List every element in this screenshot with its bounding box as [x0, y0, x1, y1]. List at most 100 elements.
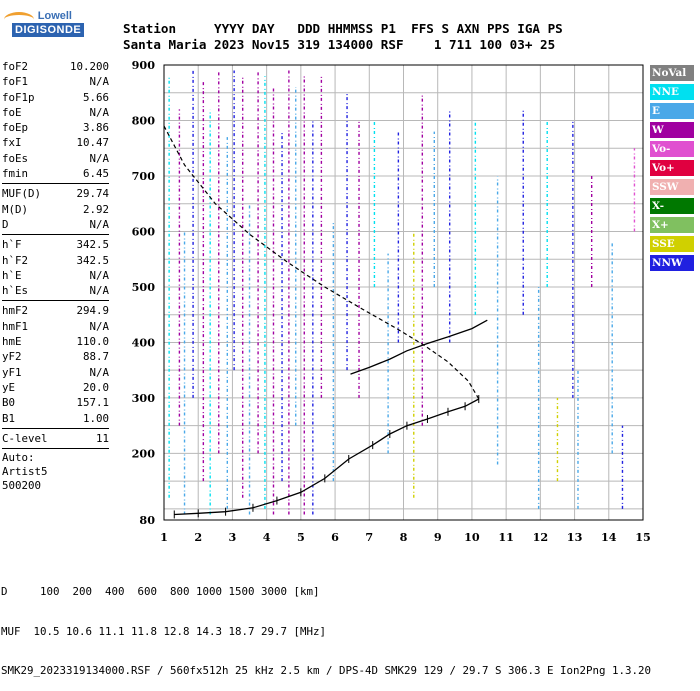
param-key: yF2: [2, 350, 22, 364]
param-row-hf2: h`F2 342.5: [2, 253, 109, 268]
footer-file-info: SMK29_2023319134000.RSF / 560fx512h 25 k…: [1, 664, 652, 677]
axis-ticks: 1 2 3 4 5 6 7 8 9 10 11 12 13 14 158020030040050060070…: [132, 58, 651, 544]
param-value: N/A: [89, 319, 109, 333]
param-key: h`F2: [2, 253, 29, 267]
legend-item-w: W: [650, 122, 694, 138]
param-row-yf1: yF1 N/A: [2, 365, 109, 380]
param-row-mufd: MUF(D) 29.74: [2, 186, 109, 201]
y-tick-label: 80: [139, 513, 155, 527]
legend-item-nnw: NNW: [650, 255, 694, 271]
param-row-foe: foE N/A: [2, 105, 109, 120]
param-key: fxI: [2, 136, 22, 150]
param-value: N/A: [89, 217, 109, 231]
x-tick-label: 12: [533, 530, 549, 544]
legend-item-ssw: SSW: [650, 179, 694, 195]
footer-muf-row: MUF 10.5 10.6 11.1 11.8 12.8 14.3 18.7 2…: [1, 624, 327, 638]
param-key: hmF2: [2, 304, 29, 318]
param-key: foF1p: [2, 90, 35, 104]
param-key: fmin: [2, 167, 29, 181]
param-row-hmf2: hmF2 294.9: [2, 303, 109, 318]
y-tick-label: 600: [132, 224, 156, 238]
param-key: D: [2, 217, 9, 231]
y-tick-label: 800: [132, 113, 156, 127]
header-values: Santa Maria 2023 Nov15 319 134000 RSF 1 …: [123, 37, 556, 52]
param-value: 88.7: [82, 350, 109, 364]
x-tick-label: 1: [160, 530, 168, 544]
param-value: N/A: [89, 151, 109, 165]
param-key: foEs: [2, 151, 29, 165]
separator: [2, 427, 109, 429]
separator: [2, 183, 109, 185]
param-value: 5.66: [82, 90, 109, 104]
x-tick-label: 10: [464, 530, 480, 544]
param-key: foE: [2, 105, 22, 119]
echo-noise-lines: [168, 70, 636, 515]
logo-line-1: Lowell: [37, 10, 72, 22]
trace-2: [163, 125, 480, 400]
legend-item-nne: NNE: [650, 84, 694, 100]
param-value: 1.00: [82, 411, 109, 425]
footer-distance-row: D 100 200 400 600 800 1000 1500 3000 [km…: [1, 585, 320, 598]
separator: [2, 300, 109, 302]
logo-swoosh-icon: [4, 12, 34, 27]
x-tick-label: 6: [331, 530, 339, 544]
x-tick-label: 2: [194, 530, 202, 544]
logo-line-2: DIGISONDE: [12, 23, 85, 37]
param-key: M(D): [2, 202, 29, 216]
y-tick-label: 500: [132, 280, 156, 294]
param-key: C-level: [2, 431, 48, 445]
y-tick-label: 300: [132, 391, 156, 405]
autoscale-version: 500200: [2, 479, 42, 493]
x-tick-label: 3: [229, 530, 237, 544]
parameter-group-virtual-heights: h`F 342.5 h`F2 342.5 h`E N/A h`Es N/A: [2, 237, 109, 298]
param-value: 3.86: [82, 121, 109, 135]
param-value: 342.5: [76, 253, 109, 267]
y-tick-label: 200: [132, 446, 156, 460]
param-row-fxi: fxI 10.47: [2, 135, 109, 150]
y-tick-label: 400: [132, 335, 156, 349]
param-value: 157.1: [76, 396, 109, 410]
param-key: B0: [2, 396, 16, 410]
param-row-md: M(D) 2.92: [2, 202, 109, 217]
clevel-row: C-level 11: [2, 431, 109, 446]
param-value: 29.74: [76, 187, 109, 201]
param-value: N/A: [89, 268, 109, 282]
x-tick-label: 5: [297, 530, 305, 544]
param-row-foep: foEp 3.86: [2, 120, 109, 135]
param-value: 110.0: [76, 335, 109, 349]
parameter-group-critical-frequencies: foF2 10.200 foF1 N/A foF1p 5.66 foE N/A foEp 3.86…: [2, 59, 109, 181]
param-key: h`F: [2, 238, 22, 252]
param-row-fof2: foF2 10.200: [2, 59, 109, 74]
parameter-group-muf: MUF(D) 29.74 M(D) 2.92 D N/A: [2, 186, 109, 232]
param-key: yE: [2, 380, 16, 394]
y-tick-label: 700: [132, 169, 156, 183]
param-row-foes: foEs N/A: [2, 151, 109, 166]
param-row-ye: yE 20.0: [2, 380, 109, 395]
param-key: MUF(D): [2, 187, 42, 201]
x-tick-label: 14: [601, 530, 617, 544]
x-tick-label: 8: [400, 530, 408, 544]
param-key: foF2: [2, 60, 29, 73]
param-row-he: h`E N/A: [2, 268, 109, 283]
param-key: hmE: [2, 335, 22, 349]
x-tick-label: 4: [263, 530, 271, 544]
param-value: N/A: [89, 365, 109, 379]
legend-item-vo: Vo-: [650, 141, 694, 157]
polarization-legend: NoVal NNE E W Vo- Vo+ SSW X- X+ SSE NNW: [650, 65, 694, 274]
param-row-fmin: fmin 6.45: [2, 166, 109, 181]
x-tick-label: 15: [635, 530, 651, 544]
legend-item-sse: SSE: [650, 236, 694, 252]
param-row-d: D N/A: [2, 217, 109, 232]
param-row-b0: B0 157.1: [2, 395, 109, 410]
param-key: foF1: [2, 75, 29, 89]
footer: D 100 200 400 600 800 1000 1500 3000 [km…: [1, 559, 651, 691]
param-value: 11: [95, 431, 109, 445]
y-tick-label: 900: [132, 58, 156, 72]
param-key: h`E: [2, 268, 22, 282]
parameter-group-profile: hmF2 294.9 hmF1 N/A hmE 110.0 yF2 88.7 yF1 N/A yE 2…: [2, 303, 109, 425]
autoscale-artist: Artist5: [2, 465, 48, 479]
x-tick-label: 9: [434, 530, 442, 544]
legend-item-x: X-: [650, 198, 694, 214]
param-row-hmf1: hmF1 N/A: [2, 319, 109, 334]
grid-lines: [163, 65, 644, 520]
